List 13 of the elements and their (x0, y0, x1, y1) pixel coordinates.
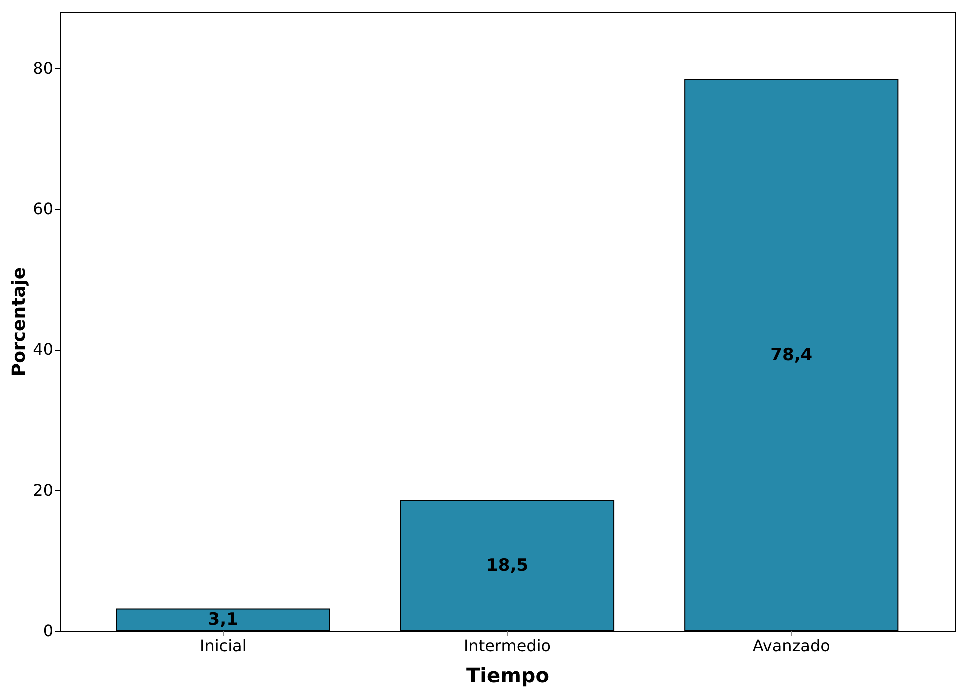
x-tick-label: Avanzado (752, 636, 830, 656)
y-tick-label: 80 (33, 58, 54, 78)
y-tick-label: 40 (33, 340, 54, 360)
x-tick-label: Inicial (200, 636, 247, 656)
y-tick-label: 20 (33, 480, 54, 500)
data-label: 3,1 (208, 610, 238, 630)
y-axis-title: Porcentaje (9, 267, 30, 377)
y-tick-label: 60 (33, 199, 54, 218)
data-label: 78,4 (770, 345, 813, 366)
x-tick-label: Intermedio (464, 636, 552, 656)
x-axis-title: Tiempo (466, 664, 550, 688)
data-label: 18,5 (486, 556, 528, 576)
y-tick-label: 0 (43, 622, 54, 640)
